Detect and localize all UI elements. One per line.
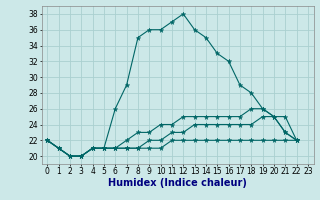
- X-axis label: Humidex (Indice chaleur): Humidex (Indice chaleur): [108, 178, 247, 188]
